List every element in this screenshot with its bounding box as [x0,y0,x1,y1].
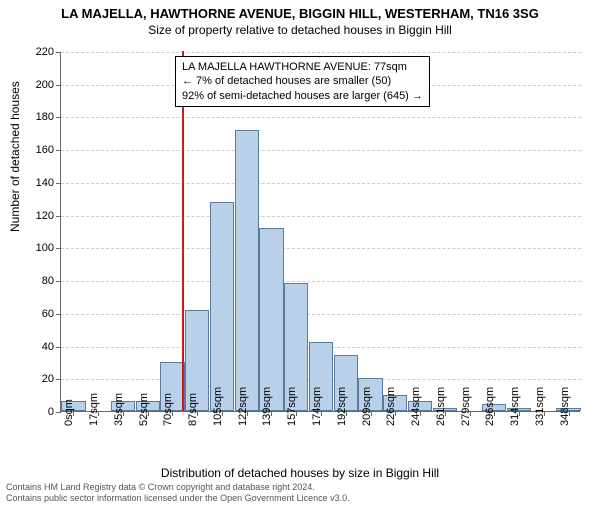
histogram-bar [210,202,234,411]
ytick-label: 220 [24,46,54,58]
x-axis-label: Distribution of detached houses by size … [0,466,600,480]
chart-title-sub: Size of property relative to detached ho… [0,23,600,37]
gridline [61,117,581,118]
gridline [61,183,581,184]
ytick-mark [56,412,61,413]
gridline [61,150,581,151]
annotation-line3: 92% of semi-detached houses are larger (… [182,89,423,103]
ytick-label: 40 [24,341,54,353]
ytick-label: 60 [24,308,54,320]
ytick-label: 100 [24,242,54,254]
gridline [61,216,581,217]
gridline [61,248,581,249]
ytick-mark [56,379,61,380]
annotation-line2: ← 7% of detached houses are smaller (50) [182,74,423,88]
ytick-mark [56,347,61,348]
ytick-label: 140 [24,177,54,189]
ytick-mark [56,117,61,118]
ytick-label: 200 [24,79,54,91]
ytick-mark [56,281,61,282]
chart-plot-area: LA MAJELLA HAWTHORNE AVENUE: 77sqm ← 7% … [60,52,580,412]
ytick-label: 180 [24,111,54,123]
histogram-bar [259,228,283,411]
ytick-mark [56,85,61,86]
ytick-mark [56,183,61,184]
gridline [61,281,581,282]
ytick-mark [56,248,61,249]
ytick-mark [56,52,61,53]
ytick-label: 160 [24,144,54,156]
gridline [61,52,581,53]
ytick-mark [56,314,61,315]
ytick-label: 120 [24,210,54,222]
footer-line2: Contains public sector information licen… [6,493,350,504]
chart-title-main: LA MAJELLA, HAWTHORNE AVENUE, BIGGIN HIL… [0,6,600,21]
footer-line1: Contains HM Land Registry data © Crown c… [6,482,350,493]
y-axis-label: Number of detached houses [8,81,22,232]
histogram-bar [235,130,259,411]
ytick-mark [56,216,61,217]
annotation-box: LA MAJELLA HAWTHORNE AVENUE: 77sqm ← 7% … [175,56,430,107]
ytick-label: 80 [24,275,54,287]
ytick-mark [56,150,61,151]
footer-attribution: Contains HM Land Registry data © Crown c… [6,482,350,504]
annotation-line1: LA MAJELLA HAWTHORNE AVENUE: 77sqm [182,60,423,74]
ytick-label: 20 [24,373,54,385]
gridline [61,314,581,315]
ytick-label: 0 [24,406,54,418]
